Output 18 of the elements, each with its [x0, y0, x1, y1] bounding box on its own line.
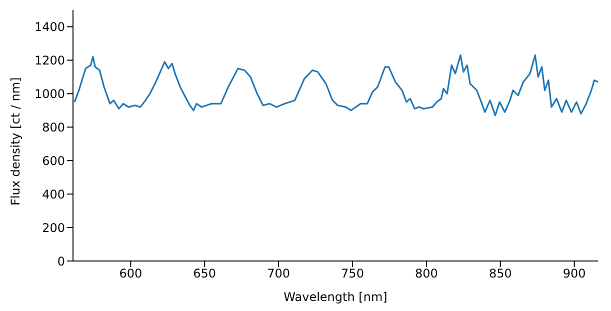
y-tick-label: 400: [42, 187, 65, 202]
x-tick-label: 650: [193, 266, 216, 281]
y-tick-label: 200: [42, 220, 65, 235]
line-series: [74, 54, 598, 116]
y-tick-label: 1200: [34, 53, 65, 68]
y-axis-title: Flux density [ct / nm]: [8, 77, 22, 206]
y-tick-label: 800: [42, 120, 65, 134]
x-tick-label: 750: [341, 266, 364, 281]
x-tick-label: 850: [488, 266, 512, 281]
y-tick-label: 1400: [34, 20, 65, 34]
x-axis-title: Wavelength [nm]: [284, 290, 388, 304]
y-tick-label: 0: [57, 254, 65, 268]
x-tick-label: 700: [267, 266, 290, 281]
x-tick-label: 600: [119, 266, 142, 281]
x-tick-label: 800: [415, 266, 438, 281]
y-tick-label: 1000: [34, 86, 65, 101]
x-tick-label: 900: [562, 266, 586, 281]
y-tick-label: 600: [42, 154, 65, 168]
